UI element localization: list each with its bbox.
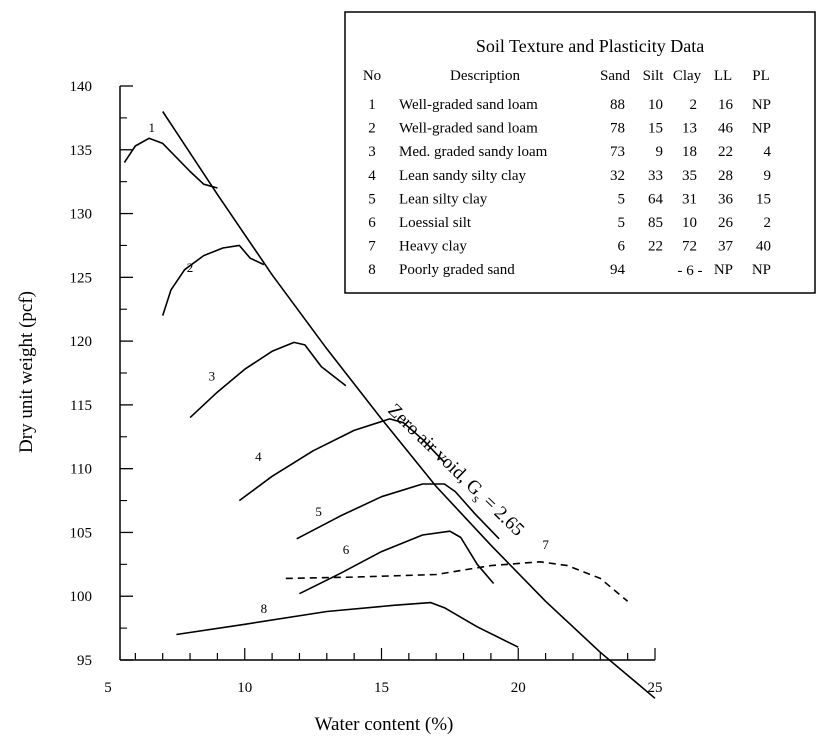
table-cell: 10 xyxy=(648,97,663,113)
curve-label-8: 8 xyxy=(261,601,268,616)
y-tick-label-120: 120 xyxy=(70,334,93,350)
curve-label-5: 5 xyxy=(315,504,322,519)
table-cell: 6 xyxy=(368,215,376,231)
table-cell: 5 xyxy=(618,191,626,207)
x-axis-title: Water content (%) xyxy=(315,714,454,735)
table-header-description: Description xyxy=(450,68,520,84)
table-cell: 7 xyxy=(368,239,376,255)
table-row-8-silt-clay-merged: - 6 - xyxy=(678,263,703,279)
y-tick-label-130: 130 xyxy=(70,207,93,223)
curve-label-2: 2 xyxy=(187,260,194,275)
x-tick-label-20: 20 xyxy=(511,680,526,696)
legend-table-title: Soil Texture and Plasticity Data xyxy=(476,36,704,56)
table-cell: NP xyxy=(752,121,771,137)
table-cell: 2 xyxy=(368,121,376,137)
table-cell: 37 xyxy=(718,239,734,255)
table-cell: NP xyxy=(714,262,733,278)
table-header-ll: LL xyxy=(714,68,732,84)
table-cell: Poorly graded sand xyxy=(399,262,515,278)
table-cell: 18 xyxy=(682,144,697,160)
table-cell: 31 xyxy=(682,191,697,207)
table-cell: 35 xyxy=(682,168,697,184)
table-cell: 40 xyxy=(756,239,771,255)
curve-label-1: 1 xyxy=(149,120,156,135)
curve-8 xyxy=(176,603,518,648)
x-tick-label-5: 5 xyxy=(104,680,112,696)
curve-label-7: 7 xyxy=(542,537,549,552)
table-cell: 10 xyxy=(682,215,697,231)
table-cell: 73 xyxy=(610,144,625,160)
table-cell: 15 xyxy=(648,121,663,137)
table-cell: Loessial silt xyxy=(399,215,472,231)
table-cell: 26 xyxy=(718,215,734,231)
y-tick-label-115: 115 xyxy=(70,398,92,414)
table-cell: 5 xyxy=(368,191,376,207)
table-cell: 22 xyxy=(648,239,663,255)
y-tick-label-140: 140 xyxy=(70,79,93,95)
table-cell: 88 xyxy=(610,97,625,113)
curve-7 xyxy=(286,562,628,602)
y-tick-label-125: 125 xyxy=(70,270,93,286)
table-cell: 9 xyxy=(764,168,772,184)
table-cell: 64 xyxy=(648,191,664,207)
table-cell: Lean silty clay xyxy=(399,191,488,207)
table-cell: 16 xyxy=(718,97,734,113)
y-tick-label-95: 95 xyxy=(77,653,92,669)
table-header-silt: Silt xyxy=(643,68,665,84)
y-tick-label-110: 110 xyxy=(70,462,92,478)
y-tick-label-100: 100 xyxy=(70,589,93,605)
curve-label-4: 4 xyxy=(255,449,262,464)
table-cell: 6 xyxy=(618,239,626,255)
curve-label-3: 3 xyxy=(209,369,216,384)
curve-label-6: 6 xyxy=(343,542,350,557)
table-cell: Heavy clay xyxy=(399,239,467,255)
table-cell: NP xyxy=(752,97,771,113)
table-cell: 33 xyxy=(648,168,663,184)
table-cell: 3 xyxy=(368,144,376,160)
table-cell: 13 xyxy=(682,121,697,137)
curve-6 xyxy=(299,531,493,594)
table-header-pl: PL xyxy=(752,68,770,84)
table-cell: 5 xyxy=(618,215,626,231)
table-cell: NP xyxy=(752,262,771,278)
y-tick-label-135: 135 xyxy=(70,143,93,159)
table-cell: 32 xyxy=(610,168,625,184)
table-cell: 2 xyxy=(690,97,698,113)
table-cell: 15 xyxy=(756,191,771,207)
y-tick-label-105: 105 xyxy=(70,525,93,541)
table-cell: 78 xyxy=(610,121,625,137)
x-tick-label-10: 10 xyxy=(237,680,252,696)
table-cell: 4 xyxy=(368,168,376,184)
y-axis-title: Dry unit weight (pcf) xyxy=(16,291,37,453)
curve-2 xyxy=(163,245,264,315)
legend-table: Soil Texture and Plasticity Data No Descr… xyxy=(345,12,815,293)
table-cell: 4 xyxy=(764,144,772,160)
table-cell: 2 xyxy=(764,215,772,231)
table-cell: 36 xyxy=(718,191,734,207)
table-cell: Well-graded sand loam xyxy=(399,97,538,113)
zero-air-void-label: Zero air void, Gs = 2.65 xyxy=(381,400,528,543)
table-cell: 46 xyxy=(718,121,734,137)
table-cell: 94 xyxy=(610,262,626,278)
table-cell: 28 xyxy=(718,168,733,184)
table-header-clay: Clay xyxy=(673,68,702,84)
table-cell: 22 xyxy=(718,144,733,160)
table-cell: 85 xyxy=(648,215,663,231)
table-cell: 72 xyxy=(682,239,697,255)
table-cell: Lean sandy silty clay xyxy=(399,168,527,184)
table-cell: 8 xyxy=(368,262,376,278)
table-header-no: No xyxy=(363,68,381,84)
table-cell: Med. graded sandy loam xyxy=(399,144,548,160)
x-tick-label-15: 15 xyxy=(374,680,389,696)
table-cell: 1 xyxy=(368,97,376,113)
curve-1 xyxy=(124,138,217,188)
table-cell: 9 xyxy=(656,144,664,160)
table-header-sand: Sand xyxy=(600,68,631,84)
table-cell: Well-graded sand loam xyxy=(399,121,538,137)
